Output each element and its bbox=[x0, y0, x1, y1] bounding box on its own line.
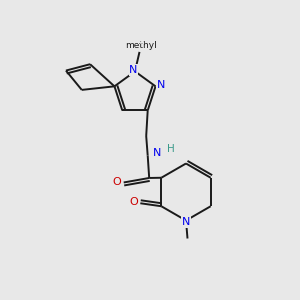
Text: N: N bbox=[153, 148, 161, 158]
Text: O: O bbox=[129, 197, 138, 207]
Text: methyl: methyl bbox=[139, 42, 143, 44]
Text: H: H bbox=[167, 145, 175, 154]
Text: N: N bbox=[182, 217, 190, 227]
Text: N: N bbox=[129, 65, 138, 75]
Text: N: N bbox=[157, 80, 165, 90]
Text: methyl: methyl bbox=[125, 41, 157, 50]
Text: O: O bbox=[113, 178, 122, 188]
